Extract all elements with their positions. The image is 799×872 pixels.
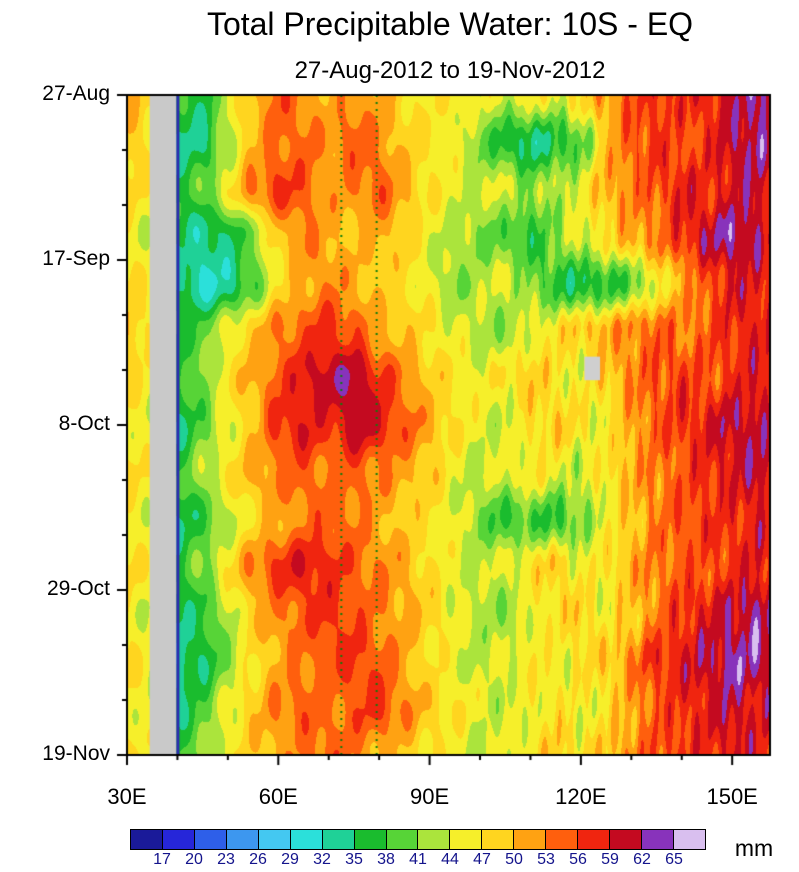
colorbar-tick-label: 23 (217, 851, 235, 868)
colorbar-tick-label: 50 (505, 851, 523, 868)
colorbar-cell (162, 830, 195, 849)
colorbar-cell (578, 830, 611, 849)
colorbar-cell (226, 830, 259, 849)
colorbar-cell (673, 830, 705, 849)
y-tick-label: 27-Aug (42, 82, 110, 105)
colorbar-tick-label: 35 (345, 851, 363, 868)
colorbar (130, 829, 706, 850)
chart-title: Total Precipitable Water: 10S - EQ (206, 6, 694, 42)
colorbar-cell (322, 830, 355, 849)
colorbar-cell (546, 830, 579, 849)
colorbar-tick-label: 53 (537, 851, 555, 868)
y-tick-label: 29-Oct (46, 577, 110, 600)
colorbar-cell (290, 830, 323, 849)
colorbar-cell (386, 830, 419, 849)
colorbar-cell (258, 830, 291, 849)
colorbar-tick-label: 47 (473, 851, 491, 868)
colorbar-tick-label: 62 (633, 851, 651, 868)
colorbar-tick-label: 20 (185, 851, 203, 868)
y-tick-label: 19-Nov (42, 742, 110, 765)
colorbar-tick-label: 56 (569, 851, 587, 868)
colorbar-tick-label: 29 (281, 851, 299, 868)
colorbar-cell (354, 830, 387, 849)
colorbar-units: mm (734, 835, 774, 861)
colorbar-cell (610, 830, 642, 849)
colorbar-cell (450, 830, 483, 849)
colorbar-cell (514, 830, 547, 849)
x-tick-label: 120E (555, 784, 607, 809)
colorbar-cell (642, 830, 674, 849)
hovmoller-plot-canvas (110, 85, 785, 770)
chart-subtitle: 27-Aug-2012 to 19-Nov-2012 (294, 57, 606, 84)
colorbar-tick-label: 65 (665, 851, 683, 868)
x-tick-label: 150E (706, 784, 758, 809)
y-tick-label: 17-Sep (42, 247, 110, 270)
colorbar-tick-label: 44 (441, 851, 459, 868)
colorbar-tick-label: 26 (249, 851, 267, 868)
x-tick-label: 90E (410, 784, 450, 809)
y-tick-label: 8-Oct (58, 412, 110, 435)
x-tick-label: 60E (258, 784, 298, 809)
colorbar-cell (194, 830, 227, 849)
colorbar-cell (482, 830, 515, 849)
colorbar-tick-label: 32 (313, 851, 331, 868)
colorbar-tick-label: 41 (409, 851, 427, 868)
colorbar-tick-label: 17 (153, 851, 171, 868)
colorbar-cell (131, 830, 163, 849)
x-tick-label: 30E (107, 784, 147, 809)
colorbar-tick-label: 38 (377, 851, 395, 868)
colorbar-cell (418, 830, 451, 849)
colorbar-tick-label: 59 (601, 851, 619, 868)
